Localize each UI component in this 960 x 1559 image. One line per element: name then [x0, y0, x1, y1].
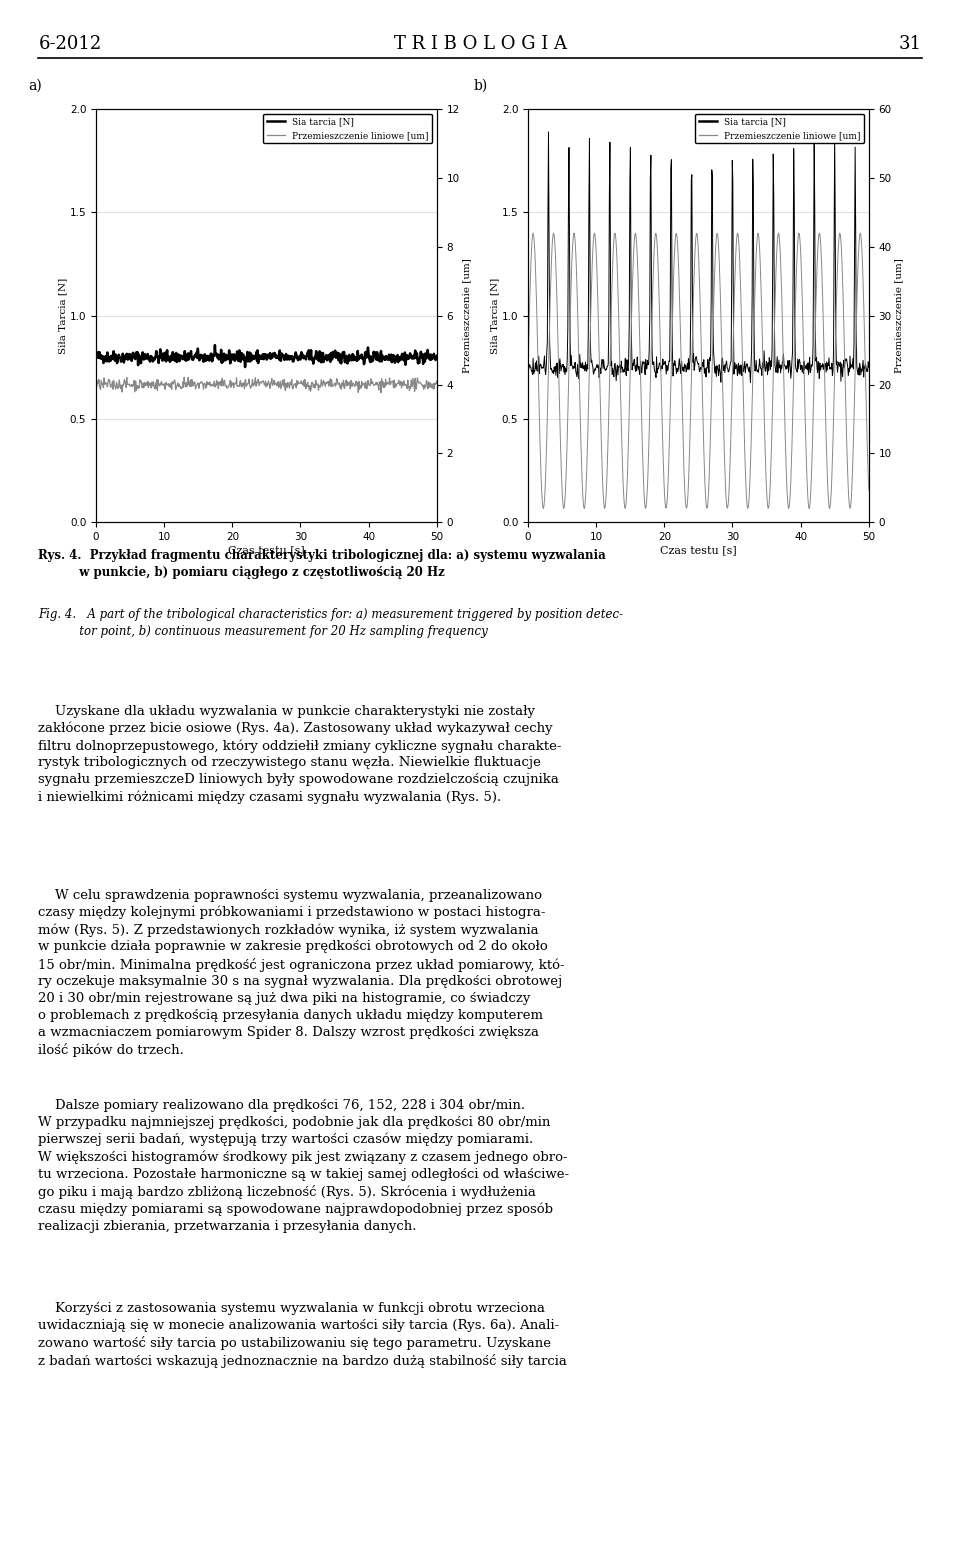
Text: a): a): [28, 78, 41, 92]
Y-axis label: Przemieszczenie [um]: Przemieszczenie [um]: [463, 259, 471, 373]
Y-axis label: Siła Tarcia [N]: Siła Tarcia [N]: [58, 278, 67, 354]
X-axis label: Czas testu [s]: Czas testu [s]: [228, 544, 304, 555]
X-axis label: Czas testu [s]: Czas testu [s]: [660, 544, 736, 555]
Text: Korzyści z zastosowania systemu wyzwalania w funkcji obrotu wrzeciona
uwidacznia: Korzyści z zastosowania systemu wyzwalan…: [38, 1302, 567, 1367]
Text: Fig. 4.   A part of the tribological characteristics for: a) measurement trigger: Fig. 4. A part of the tribological chara…: [38, 608, 624, 638]
Legend: Sia tarcia [N], Przemieszczenie liniowe [um]: Sia tarcia [N], Przemieszczenie liniowe …: [263, 114, 432, 143]
Text: 6-2012: 6-2012: [38, 34, 102, 53]
Text: W celu sprawdzenia poprawności systemu wyzwalania, przeanalizowano
czasy między : W celu sprawdzenia poprawności systemu w…: [38, 889, 565, 1057]
Legend: Sia tarcia [N], Przemieszczenie liniowe [um]: Sia tarcia [N], Przemieszczenie liniowe …: [695, 114, 864, 143]
Text: Rys. 4.  Przykład fragmentu charakterystyki tribologicznej dla: a) systemu wyzwa: Rys. 4. Przykład fragmentu charakterysty…: [38, 549, 606, 578]
Text: b): b): [473, 78, 488, 92]
Text: T R I B O L O G I A: T R I B O L O G I A: [394, 34, 566, 53]
Y-axis label: Siła Tarcia [N]: Siła Tarcia [N]: [490, 278, 499, 354]
Y-axis label: Przemieszczenie [um]: Przemieszczenie [um]: [895, 259, 903, 373]
Text: 31: 31: [899, 34, 922, 53]
Text: Uzyskane dla układu wyzwalania w punkcie charakterystyki nie zostały
zakłócone p: Uzyskane dla układu wyzwalania w punkcie…: [38, 705, 562, 804]
Text: Dalsze pomiary realizowano dla prędkości 76, 152, 228 i 304 obr/min.
W przypadku: Dalsze pomiary realizowano dla prędkości…: [38, 1099, 569, 1233]
